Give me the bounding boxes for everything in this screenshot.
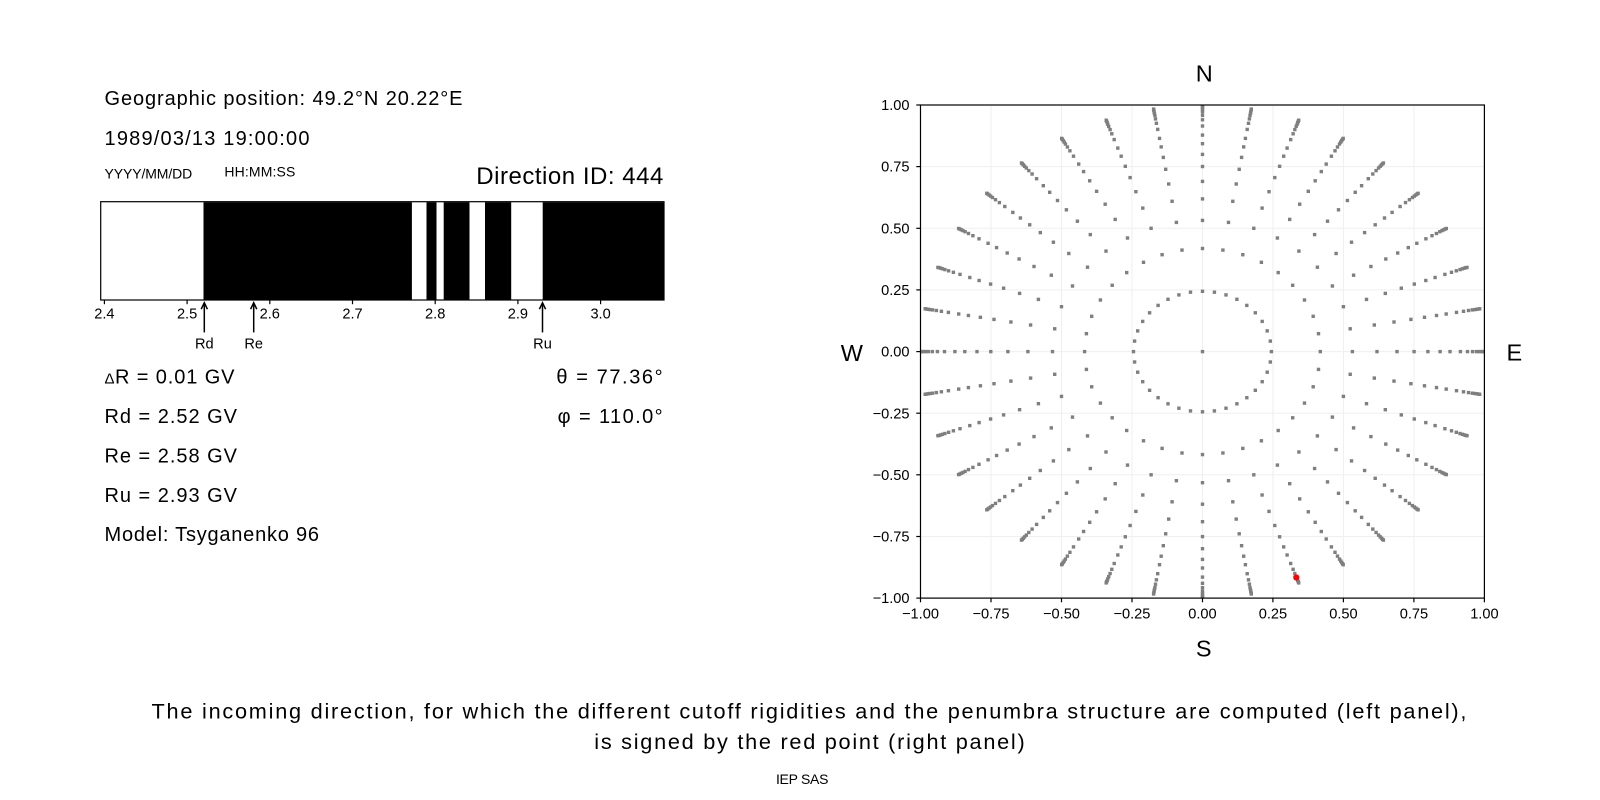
svg-text:1.00: 1.00 <box>1470 607 1498 623</box>
svg-text:−1.00: −1.00 <box>902 607 939 623</box>
svg-text:HH:MM:SS: HH:MM:SS <box>224 164 295 180</box>
svg-text:−0.75: −0.75 <box>973 607 1010 623</box>
svg-text:Model: Tsyganenko 96: Model: Tsyganenko 96 <box>105 524 320 546</box>
svg-text:θ = 77.36°: θ = 77.36° <box>556 367 662 389</box>
svg-text:−0.25: −0.25 <box>1113 607 1150 623</box>
svg-text:The incoming direction, for wh: The incoming direction, for which the di… <box>152 699 1467 724</box>
svg-text:S: S <box>1196 636 1212 662</box>
svg-text:−1.00: −1.00 <box>873 591 910 607</box>
svg-text:2.5: 2.5 <box>177 307 197 323</box>
svg-text:0.25: 0.25 <box>881 283 909 299</box>
svg-text:2.7: 2.7 <box>342 307 362 323</box>
svg-text:−0.25: −0.25 <box>873 406 910 422</box>
svg-text:2.9: 2.9 <box>508 307 528 323</box>
svg-text:W: W <box>841 340 864 366</box>
svg-text:−0.75: −0.75 <box>873 530 910 546</box>
svg-text:Re = 2.58 GV: Re = 2.58 GV <box>105 445 238 467</box>
svg-text:Rd = 2.52 GV: Rd = 2.52 GV <box>105 406 238 428</box>
svg-text:Direction ID: 444: Direction ID: 444 <box>476 163 663 190</box>
svg-text:2.6: 2.6 <box>260 307 280 323</box>
svg-text:Ru = 2.93 GV: Ru = 2.93 GV <box>105 485 238 507</box>
svg-text:Δ: Δ <box>105 371 115 388</box>
svg-text:0.50: 0.50 <box>1329 607 1357 623</box>
svg-text:−0.50: −0.50 <box>873 468 910 484</box>
svg-text:1989/03/13 19:00:00: 1989/03/13 19:00:00 <box>105 128 310 150</box>
svg-text:E: E <box>1506 339 1522 365</box>
svg-text:0.00: 0.00 <box>881 345 909 361</box>
svg-text:−0.50: −0.50 <box>1043 607 1080 623</box>
svg-text:2.8: 2.8 <box>425 307 445 323</box>
svg-text:φ = 110.0°: φ = 110.0° <box>558 406 663 428</box>
svg-text:0.50: 0.50 <box>881 221 909 237</box>
svg-text:YYYY/MM/DD: YYYY/MM/DD <box>105 166 193 182</box>
svg-text:N: N <box>1196 60 1213 86</box>
svg-text:0.75: 0.75 <box>1400 607 1428 623</box>
svg-text:is signed by the red point (ri: is signed by the red point (right panel) <box>594 729 1024 754</box>
svg-text:Re: Re <box>244 336 263 352</box>
svg-text:0.00: 0.00 <box>1188 607 1216 623</box>
svg-text:0.75: 0.75 <box>881 160 909 176</box>
svg-text:IEP SAS: IEP SAS <box>776 771 829 787</box>
svg-text:3.0: 3.0 <box>590 307 610 323</box>
svg-text:R = 0.01 GV: R = 0.01 GV <box>115 367 235 389</box>
svg-text:Rd: Rd <box>195 336 214 352</box>
svg-text:Geographic position: 49.2°N 20: Geographic position: 49.2°N 20.22°E <box>105 88 463 110</box>
svg-text:2.4: 2.4 <box>94 307 114 323</box>
svg-text:Ru: Ru <box>533 336 552 352</box>
svg-text:0.25: 0.25 <box>1259 607 1287 623</box>
svg-text:1.00: 1.00 <box>881 98 909 114</box>
